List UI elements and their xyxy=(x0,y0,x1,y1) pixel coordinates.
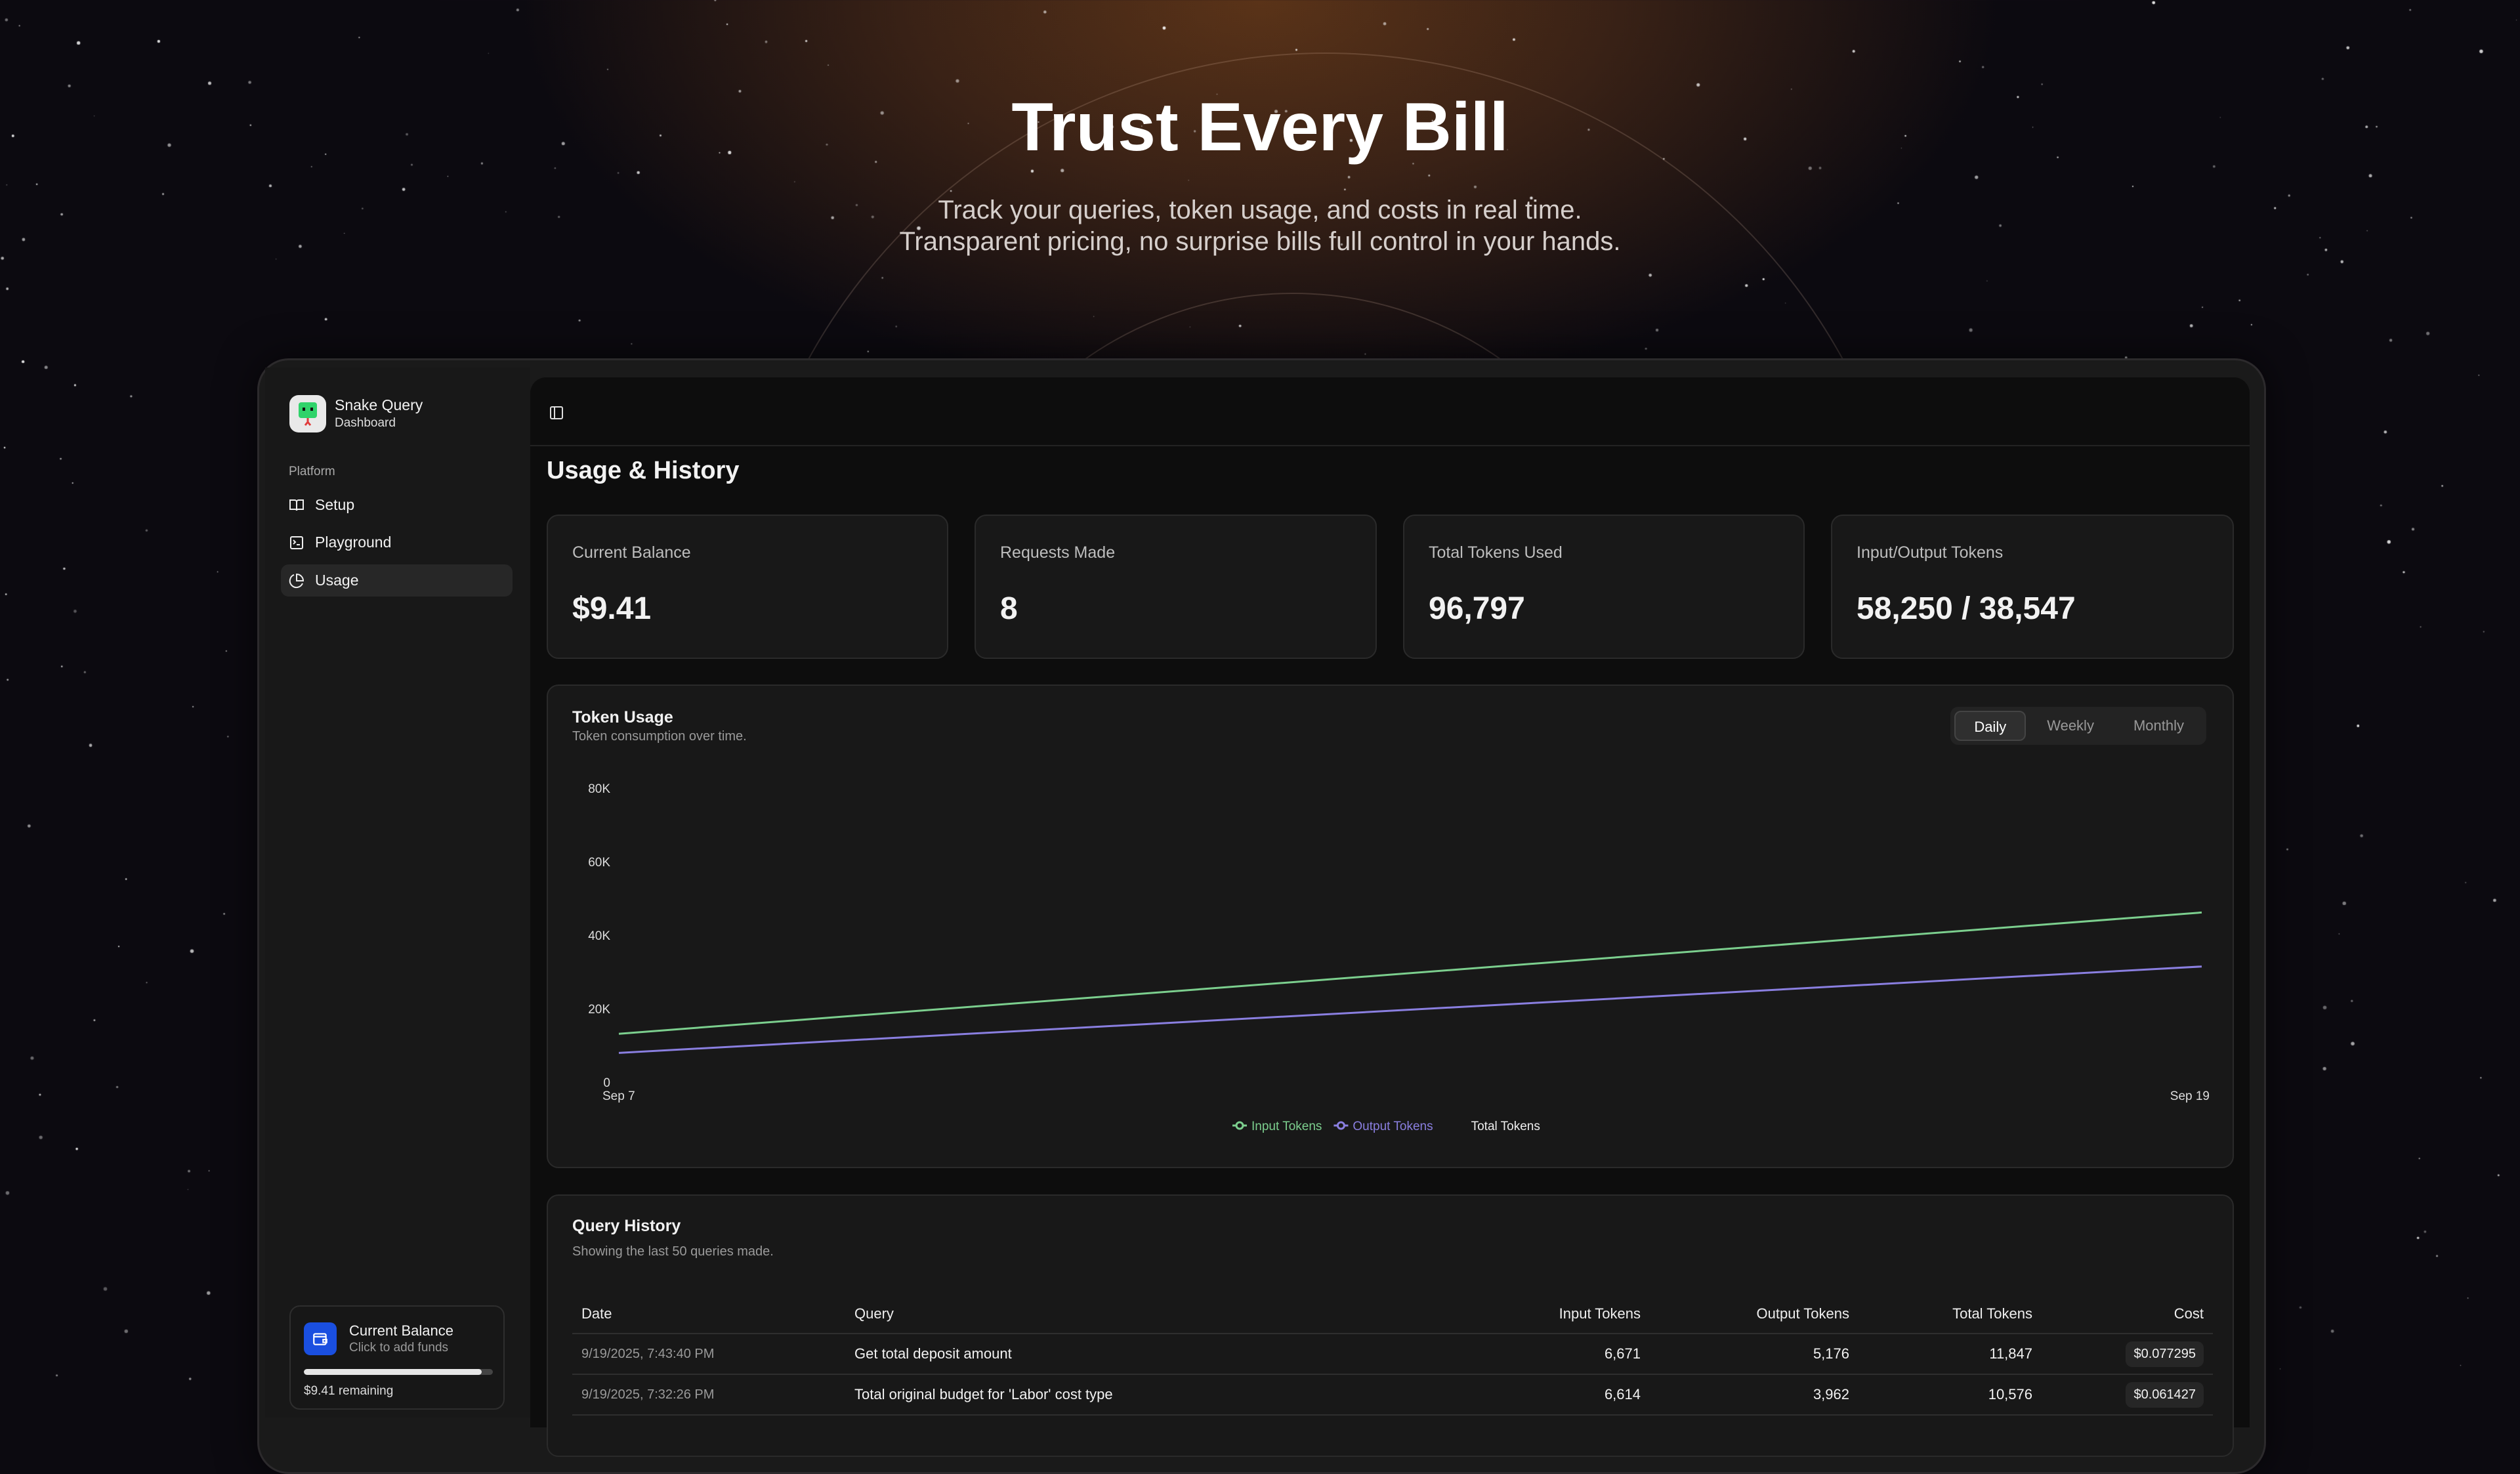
stat-value: $9.41 xyxy=(572,591,652,626)
stat-card-balance: Current Balance $9.41 xyxy=(547,515,948,659)
header-divider xyxy=(530,445,2250,446)
col-query[interactable]: Query xyxy=(845,1294,1436,1334)
cell-cost: $0.061427 xyxy=(2042,1374,2213,1416)
brand-subtitle: Dashboard xyxy=(335,416,396,430)
page-title: Usage & History xyxy=(547,457,740,484)
sidebar-item-label: Setup xyxy=(315,496,355,513)
cell-query: Total original budget for 'Labor' cost t… xyxy=(845,1374,1436,1416)
chart-title: Token Usage xyxy=(572,708,673,726)
cell-total-tokens: 10,576 xyxy=(1858,1374,2042,1416)
sidebar-toggle-icon[interactable] xyxy=(549,405,564,421)
book-open-icon xyxy=(289,499,304,511)
stat-label: Input/Output Tokens xyxy=(1857,543,2004,562)
col-cost[interactable]: Cost xyxy=(2042,1294,2213,1334)
sidebar-item-playground[interactable]: Playground xyxy=(281,526,513,558)
stat-label: Requests Made xyxy=(1000,543,1116,562)
col-date[interactable]: Date xyxy=(572,1294,845,1334)
col-input-tokens[interactable]: Input Tokens xyxy=(1436,1294,1650,1334)
col-output-tokens[interactable]: Output Tokens xyxy=(1650,1294,1858,1334)
range-monthly[interactable]: Monthly xyxy=(2133,717,2184,734)
cell-output-tokens: 5,176 xyxy=(1650,1334,1858,1375)
balance-title: Current Balance xyxy=(349,1322,453,1339)
legend-label: Total Tokens xyxy=(1471,1120,1540,1133)
brand-name: Snake Query xyxy=(335,396,423,413)
chart-subtitle: Token consumption over time. xyxy=(572,729,747,744)
wallet-icon xyxy=(313,1333,327,1345)
cell-input-tokens: 6,671 xyxy=(1436,1334,1650,1375)
legend-marker-icon xyxy=(1336,1121,1345,1130)
stat-card-io-tokens: Input/Output Tokens 58,250 / 38,547 xyxy=(1831,515,2234,659)
balance-progress xyxy=(304,1369,493,1375)
y-tick-label: 20K xyxy=(588,1003,610,1017)
wallet-icon-badge xyxy=(304,1322,337,1355)
balance-remaining: $9.41 remaining xyxy=(304,1384,394,1398)
sidebar-item-usage[interactable]: Usage xyxy=(281,564,513,597)
hero-subtitle-line: Track your queries, token usage, and cos… xyxy=(938,196,1582,224)
cost-badge: $0.077295 xyxy=(2126,1341,2204,1367)
query-history-table: Date Query Input Tokens Output Tokens To… xyxy=(572,1294,2213,1416)
cell-query: Get total deposit amount xyxy=(845,1334,1436,1375)
history-title: Query History xyxy=(572,1217,681,1235)
y-tick-label: 80K xyxy=(588,782,610,796)
table-row[interactable]: 9/19/2025, 7:43:40 PM Get total deposit … xyxy=(572,1334,2213,1375)
sidebar-item-label: Playground xyxy=(315,534,392,551)
stat-card-total-tokens: Total Tokens Used 96,797 xyxy=(1403,515,1805,659)
table-row[interactable]: 9/19/2025, 7:32:26 PM Total original bud… xyxy=(572,1374,2213,1416)
legend-label: Input Tokens xyxy=(1251,1120,1322,1133)
table-header-row: Date Query Input Tokens Output Tokens To… xyxy=(572,1294,2213,1334)
hero-subtitle: Track your queries, token usage, and cos… xyxy=(0,194,2520,257)
legend-label: Output Tokens xyxy=(1353,1120,1433,1133)
x-tick-label: Sep 7 xyxy=(602,1089,635,1103)
range-daily[interactable]: Daily xyxy=(1954,711,2026,741)
pie-chart-icon xyxy=(289,573,304,588)
history-subtitle: Showing the last 50 queries made. xyxy=(572,1244,774,1259)
series-line-output-tokens xyxy=(618,965,2202,1054)
token-usage-chart: 0 20K 40K 60K 80K Sep 7 Sep 19 Input Tokens Outp… xyxy=(588,782,2210,1133)
cell-total-tokens: 11,847 xyxy=(1858,1334,2042,1375)
sidebar-item-setup[interactable]: Setup xyxy=(281,489,513,521)
cell-date: 9/19/2025, 7:43:40 PM xyxy=(572,1334,845,1375)
x-tick-label: Sep 19 xyxy=(2170,1089,2210,1103)
range-weekly[interactable]: Weekly xyxy=(2047,717,2094,734)
token-usage-card: Token Usage Token consumption over time.… xyxy=(547,684,2234,1168)
cell-input-tokens: 6,614 xyxy=(1436,1374,1650,1416)
balance-subtitle: Click to add funds xyxy=(349,1341,449,1355)
cell-date: 9/19/2025, 7:32:26 PM xyxy=(572,1374,845,1416)
y-tick-label: 60K xyxy=(588,856,610,870)
cell-output-tokens: 3,962 xyxy=(1650,1374,1858,1416)
series-line-input-tokens xyxy=(618,911,2202,1035)
col-total-tokens[interactable]: Total Tokens xyxy=(1858,1294,2042,1334)
sidebar xyxy=(265,368,530,1418)
balance-card[interactable]: Current Balance Click to add funds $9.41… xyxy=(289,1305,505,1410)
stat-value: 96,797 xyxy=(1429,591,1525,626)
stat-value: 58,250 / 38,547 xyxy=(1857,591,2076,626)
stat-label: Total Tokens Used xyxy=(1429,543,1563,562)
y-tick-label: 40K xyxy=(588,929,610,943)
cell-cost: $0.077295 xyxy=(2042,1334,2213,1375)
stat-value: 8 xyxy=(1000,591,1018,626)
legend-marker-icon xyxy=(1235,1121,1244,1130)
hero-subtitle-line: Transparent pricing, no surprise bills f… xyxy=(899,227,1621,256)
y-tick-label: 0 xyxy=(603,1076,610,1090)
stat-card-requests: Requests Made 8 xyxy=(975,515,1377,659)
range-selector: Daily Weekly Monthly xyxy=(1950,707,2206,745)
snake-logo-icon xyxy=(299,402,317,426)
balance-progress-fill xyxy=(304,1369,482,1375)
cost-badge: $0.061427 xyxy=(2126,1381,2204,1408)
hero-title: Trust Every Bill xyxy=(1011,89,1509,165)
terminal-icon xyxy=(290,536,303,549)
sidebar-section-label: Platform xyxy=(289,465,335,478)
stat-label: Current Balance xyxy=(572,543,691,562)
sidebar-item-label: Usage xyxy=(315,572,359,589)
query-history-card: Query History Showing the last 50 querie… xyxy=(547,1194,2234,1457)
app-logo[interactable] xyxy=(289,395,326,432)
